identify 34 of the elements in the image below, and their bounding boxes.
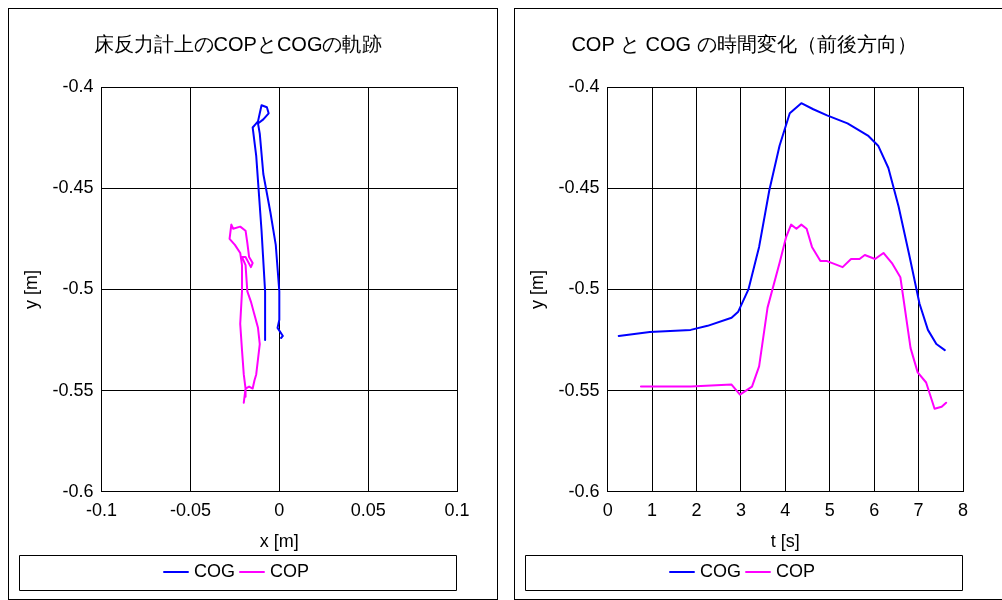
legend-label: COP [776, 560, 816, 581]
x-tick-label: 0.05 [350, 499, 386, 520]
x-tick-label: 3 [735, 499, 746, 520]
x-tick-label: 6 [869, 499, 880, 520]
y-tick-label: -0.5 [568, 278, 600, 299]
x-tick-label: -0.1 [86, 499, 118, 520]
x-tick-label: 0 [274, 499, 285, 520]
y-tick-label: -0.4 [62, 75, 94, 96]
legend-label: COG [194, 560, 236, 581]
x-axis-title: t [s] [770, 531, 800, 552]
x-tick-label: 4 [780, 499, 791, 520]
x-tick-label: 1 [647, 499, 658, 520]
x-tick-label: 8 [957, 499, 969, 520]
chart-title: COP と COG の時間変化（前後方向） [571, 32, 917, 55]
x-tick-label: 5 [824, 499, 835, 520]
y-tick-label: -0.45 [558, 177, 600, 198]
y-tick-label: -0.5 [62, 278, 94, 299]
x-tick-label: 0 [602, 499, 613, 520]
y-tick-label: -0.6 [568, 480, 600, 501]
legend-label: COP [270, 560, 310, 581]
y-tick-label: -0.55 [52, 379, 94, 400]
x-tick-label: 2 [691, 499, 702, 520]
x-tick-label: -0.05 [169, 499, 211, 520]
chart-title: 床反力計上のCOPとCOGの軌跡 [93, 32, 383, 55]
y-tick-label: -0.45 [52, 177, 94, 198]
y-axis-title: y [m] [526, 269, 547, 309]
x-tick-label: 0.1 [444, 499, 470, 520]
x-tick-label: 7 [913, 499, 924, 520]
y-tick-label: -0.6 [62, 480, 94, 501]
y-tick-label: -0.55 [558, 379, 600, 400]
x-axis-title: x [m] [259, 531, 299, 552]
y-tick-label: -0.4 [568, 75, 600, 96]
legend-label: COG [700, 560, 742, 581]
y-axis-title: y [m] [20, 269, 41, 309]
